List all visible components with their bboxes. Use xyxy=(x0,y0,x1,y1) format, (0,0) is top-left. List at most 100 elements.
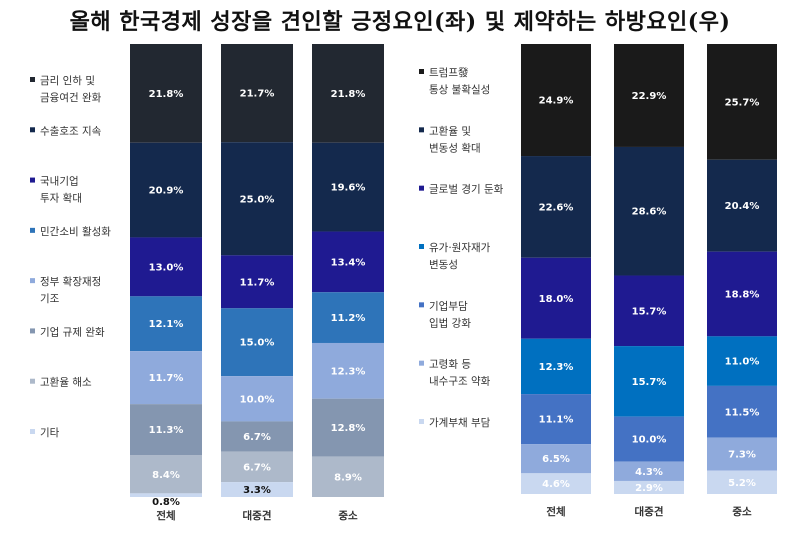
right-legend-swatch-3 xyxy=(419,244,424,249)
left-bar-1-value-label-3: 15.0% xyxy=(240,338,275,349)
left-legend-label-6: 고환율 해소 xyxy=(40,376,92,389)
left-bar-0-segment-2 xyxy=(130,237,202,297)
right-bar-0-value-label-0: 24.9% xyxy=(539,96,574,107)
right-bar-2-segment-6 xyxy=(707,470,777,494)
right-bar-2-value-label-1: 20.4% xyxy=(725,201,760,212)
left-legend-swatch-5 xyxy=(30,328,35,334)
left-bar-0-segment-6 xyxy=(130,455,202,494)
right-bar-2-value-label-6: 5.2% xyxy=(728,478,756,489)
left-bar-1-segment-3 xyxy=(221,308,293,377)
right-bar-0-value-label-1: 22.6% xyxy=(539,202,574,213)
right-bar-0-value-label-6: 4.6% xyxy=(542,479,570,490)
left-category-label-2: 중소 xyxy=(338,510,358,522)
left-legend-label-2-line-1: 투자 확대 xyxy=(40,192,82,205)
right-bar-2-segment-2 xyxy=(707,251,777,337)
left-legend-label-5: 기업 규제 완화 xyxy=(40,325,105,338)
left-bar-1-value-label-2: 11.7% xyxy=(240,277,275,288)
left-bar-1-segment-2 xyxy=(221,255,293,309)
left-bar-1-value-label-4: 10.0% xyxy=(240,394,275,405)
left-bar-1-segment-6 xyxy=(221,451,293,483)
left-legend-label-0-line-0: 금리 인하 및 xyxy=(40,74,95,87)
right-legend-label-4-line-0: 기업부담 xyxy=(429,299,468,312)
right-bar-1-value-label-2: 15.7% xyxy=(632,306,667,317)
left-bar-2-value-label-4: 12.3% xyxy=(331,366,366,377)
right-bar-1-segment-0 xyxy=(614,44,684,147)
left-bar-2-value-label-0: 21.8% xyxy=(331,89,366,100)
right-bar-0-value-label-4: 11.1% xyxy=(539,415,574,426)
left-bar-2-value-label-5: 12.8% xyxy=(331,423,366,434)
left-bar-0-value-label-1: 20.9% xyxy=(149,186,184,197)
left-bar-0-value-label-5: 11.3% xyxy=(149,425,184,436)
right-bar-1-segment-3 xyxy=(614,346,684,417)
left-bar-0-segment-7 xyxy=(130,493,202,497)
right-legend-label-3-line-1: 변동성 xyxy=(429,259,458,271)
left-bar-2-segment-3 xyxy=(312,292,384,343)
left-legend-label-4-line-1: 기조 xyxy=(40,293,60,305)
right-legend-label-0-line-0: 트럼프發 xyxy=(429,66,469,79)
left-bar-2-value-label-2: 13.4% xyxy=(331,257,366,268)
left-bar-1-value-label-6: 6.7% xyxy=(243,462,271,473)
left-bar-2-value-label-1: 19.6% xyxy=(331,183,366,194)
right-bar-1-value-label-4: 10.0% xyxy=(632,435,667,446)
right-legend-label-5-line-0: 고령화 등 xyxy=(429,359,471,371)
left-bar-0-value-label-4: 11.7% xyxy=(149,373,184,384)
left-legend-label-2-line-0: 국내기업 xyxy=(40,175,79,188)
left-bar-0-value-label-3: 12.1% xyxy=(149,319,184,330)
left-bar-1-segment-1 xyxy=(221,142,293,256)
right-bar-2-segment-1 xyxy=(707,159,777,252)
right-category-label-2: 중소 xyxy=(732,506,752,518)
right-bar-1-segment-5 xyxy=(614,461,684,481)
right-legend-label-0-line-1: 통상 불확실성 xyxy=(429,83,490,96)
right-legend-swatch-5 xyxy=(419,360,424,366)
right-bar-1-segment-4 xyxy=(614,416,684,462)
left-legend-swatch-6 xyxy=(30,378,35,384)
right-legend-label-4: 기업부담 입법 강화 xyxy=(429,299,471,329)
left-bar-2-segment-4 xyxy=(312,342,384,399)
left-legend-swatch-3 xyxy=(30,227,35,233)
right-legend-label-1: 고환율 및 변동성 확대 xyxy=(429,125,481,154)
left-legend-label-1: 수출호조 지속 xyxy=(40,125,102,137)
left-category-label-0: 전체 xyxy=(156,509,175,522)
right-bar-1-value-label-3: 15.7% xyxy=(632,377,667,388)
right-legend-swatch-0 xyxy=(419,69,424,74)
left-legend-label-0-line-1: 금융여건 완화 xyxy=(40,91,102,104)
left-bar-1-segment-0 xyxy=(221,44,293,143)
right-bar-2-value-label-4: 11.5% xyxy=(725,407,760,418)
right-bar-2-value-label-2: 18.8% xyxy=(725,290,760,301)
right-legend-label-3-line-0: 유가·원자재가 xyxy=(429,242,491,254)
left-legend-label-7: 기타 xyxy=(40,427,60,439)
left-bar-0-value-label-0: 21.8% xyxy=(149,89,184,100)
left-category-label-1: 대중견 xyxy=(243,509,272,522)
right-bar-0-segment-2 xyxy=(521,257,591,339)
right-legend-label-6: 가계부채 부담 xyxy=(429,417,491,429)
right-bar-2-segment-0 xyxy=(707,44,777,160)
right-legend-label-2: 글로벌 경기 둔화 xyxy=(429,183,504,196)
right-bar-2-segment-4 xyxy=(707,385,777,438)
left-bar-0-value-label-6: 8.4% xyxy=(152,470,180,481)
left-bar-2-segment-5 xyxy=(312,398,384,457)
right-bar-1-segment-2 xyxy=(614,275,684,347)
left-bar-0-segment-0 xyxy=(130,44,202,143)
right-legend-swatch-6 xyxy=(419,419,424,424)
left-bar-0-segment-1 xyxy=(130,142,202,238)
right-bar-2-segment-5 xyxy=(707,437,777,471)
right-bar-2-segment-3 xyxy=(707,336,777,386)
right-bar-1-segment-1 xyxy=(614,146,684,276)
left-legend-swatch-7 xyxy=(30,429,35,434)
right-legend-label-5-line-1: 내수구조 약화 xyxy=(429,376,491,388)
right-bar-2-value-label-5: 7.3% xyxy=(728,450,756,461)
right-legend-swatch-2 xyxy=(419,185,424,191)
chart-title: 올해 한국경제 성장을 견인할 긍정요인(좌) 및 제약하는 하방요인(우) xyxy=(69,9,731,35)
left-legend-label-4-line-0: 정부 확장재정 xyxy=(40,275,101,288)
right-bar-2-value-label-0: 25.7% xyxy=(725,97,760,108)
right-bar-1-segment-6 xyxy=(614,480,684,494)
left-bar-2-segment-1 xyxy=(312,142,384,232)
left-bar-1-segment-5 xyxy=(221,421,293,452)
left-bar-2-segment-2 xyxy=(312,231,384,293)
right-bar-0-segment-5 xyxy=(521,444,591,474)
right-legend-swatch-1 xyxy=(419,127,424,133)
left-bar-0-segment-3 xyxy=(130,296,202,352)
